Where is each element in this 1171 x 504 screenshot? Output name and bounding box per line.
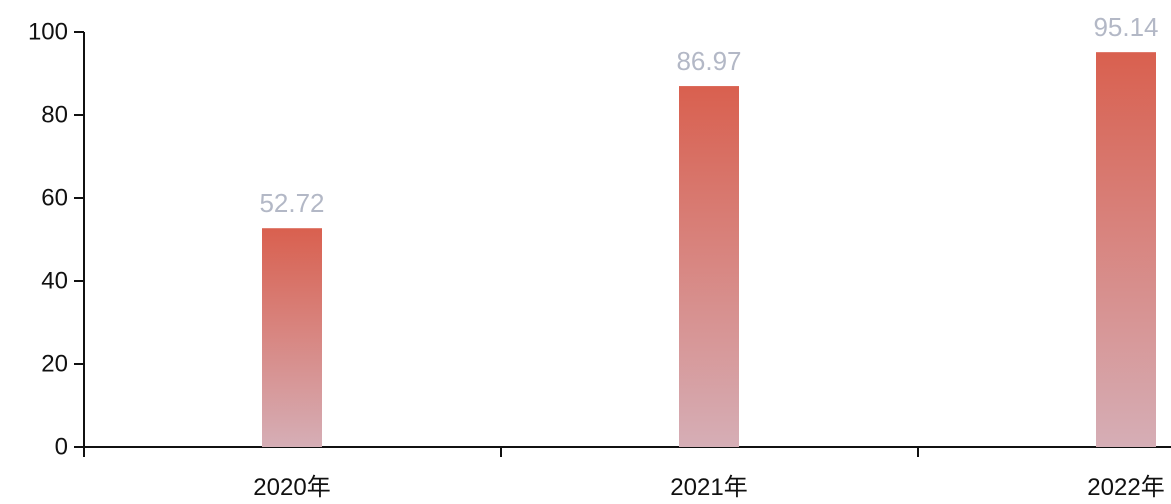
y-tick-label: 0 bbox=[55, 434, 68, 461]
bars bbox=[262, 52, 1156, 448]
bar bbox=[262, 228, 322, 447]
bar bbox=[679, 86, 739, 448]
y-tick-label: 40 bbox=[41, 268, 68, 295]
x-tick-label: 2021年 bbox=[670, 474, 747, 501]
y-tick-label: 100 bbox=[28, 19, 68, 46]
bar-value-label: 52.72 bbox=[259, 188, 324, 218]
x-tick-label: 2022年 bbox=[1087, 474, 1164, 501]
bar-value-label: 95.14 bbox=[1093, 12, 1158, 42]
bar bbox=[1096, 52, 1156, 447]
y-tick-label: 20 bbox=[41, 351, 68, 378]
y-axis: 0 20 40 60 80 100 bbox=[28, 19, 85, 461]
x-tick-label: 2020年 bbox=[253, 474, 330, 501]
y-tick-label: 60 bbox=[41, 185, 68, 212]
bar-value-label: 86.97 bbox=[676, 46, 741, 76]
data-labels: 52.72 86.97 95.14 bbox=[259, 12, 1158, 218]
x-axis: 2020年 2021年 2022年 bbox=[83, 446, 1171, 501]
y-tick-label: 80 bbox=[41, 102, 68, 129]
